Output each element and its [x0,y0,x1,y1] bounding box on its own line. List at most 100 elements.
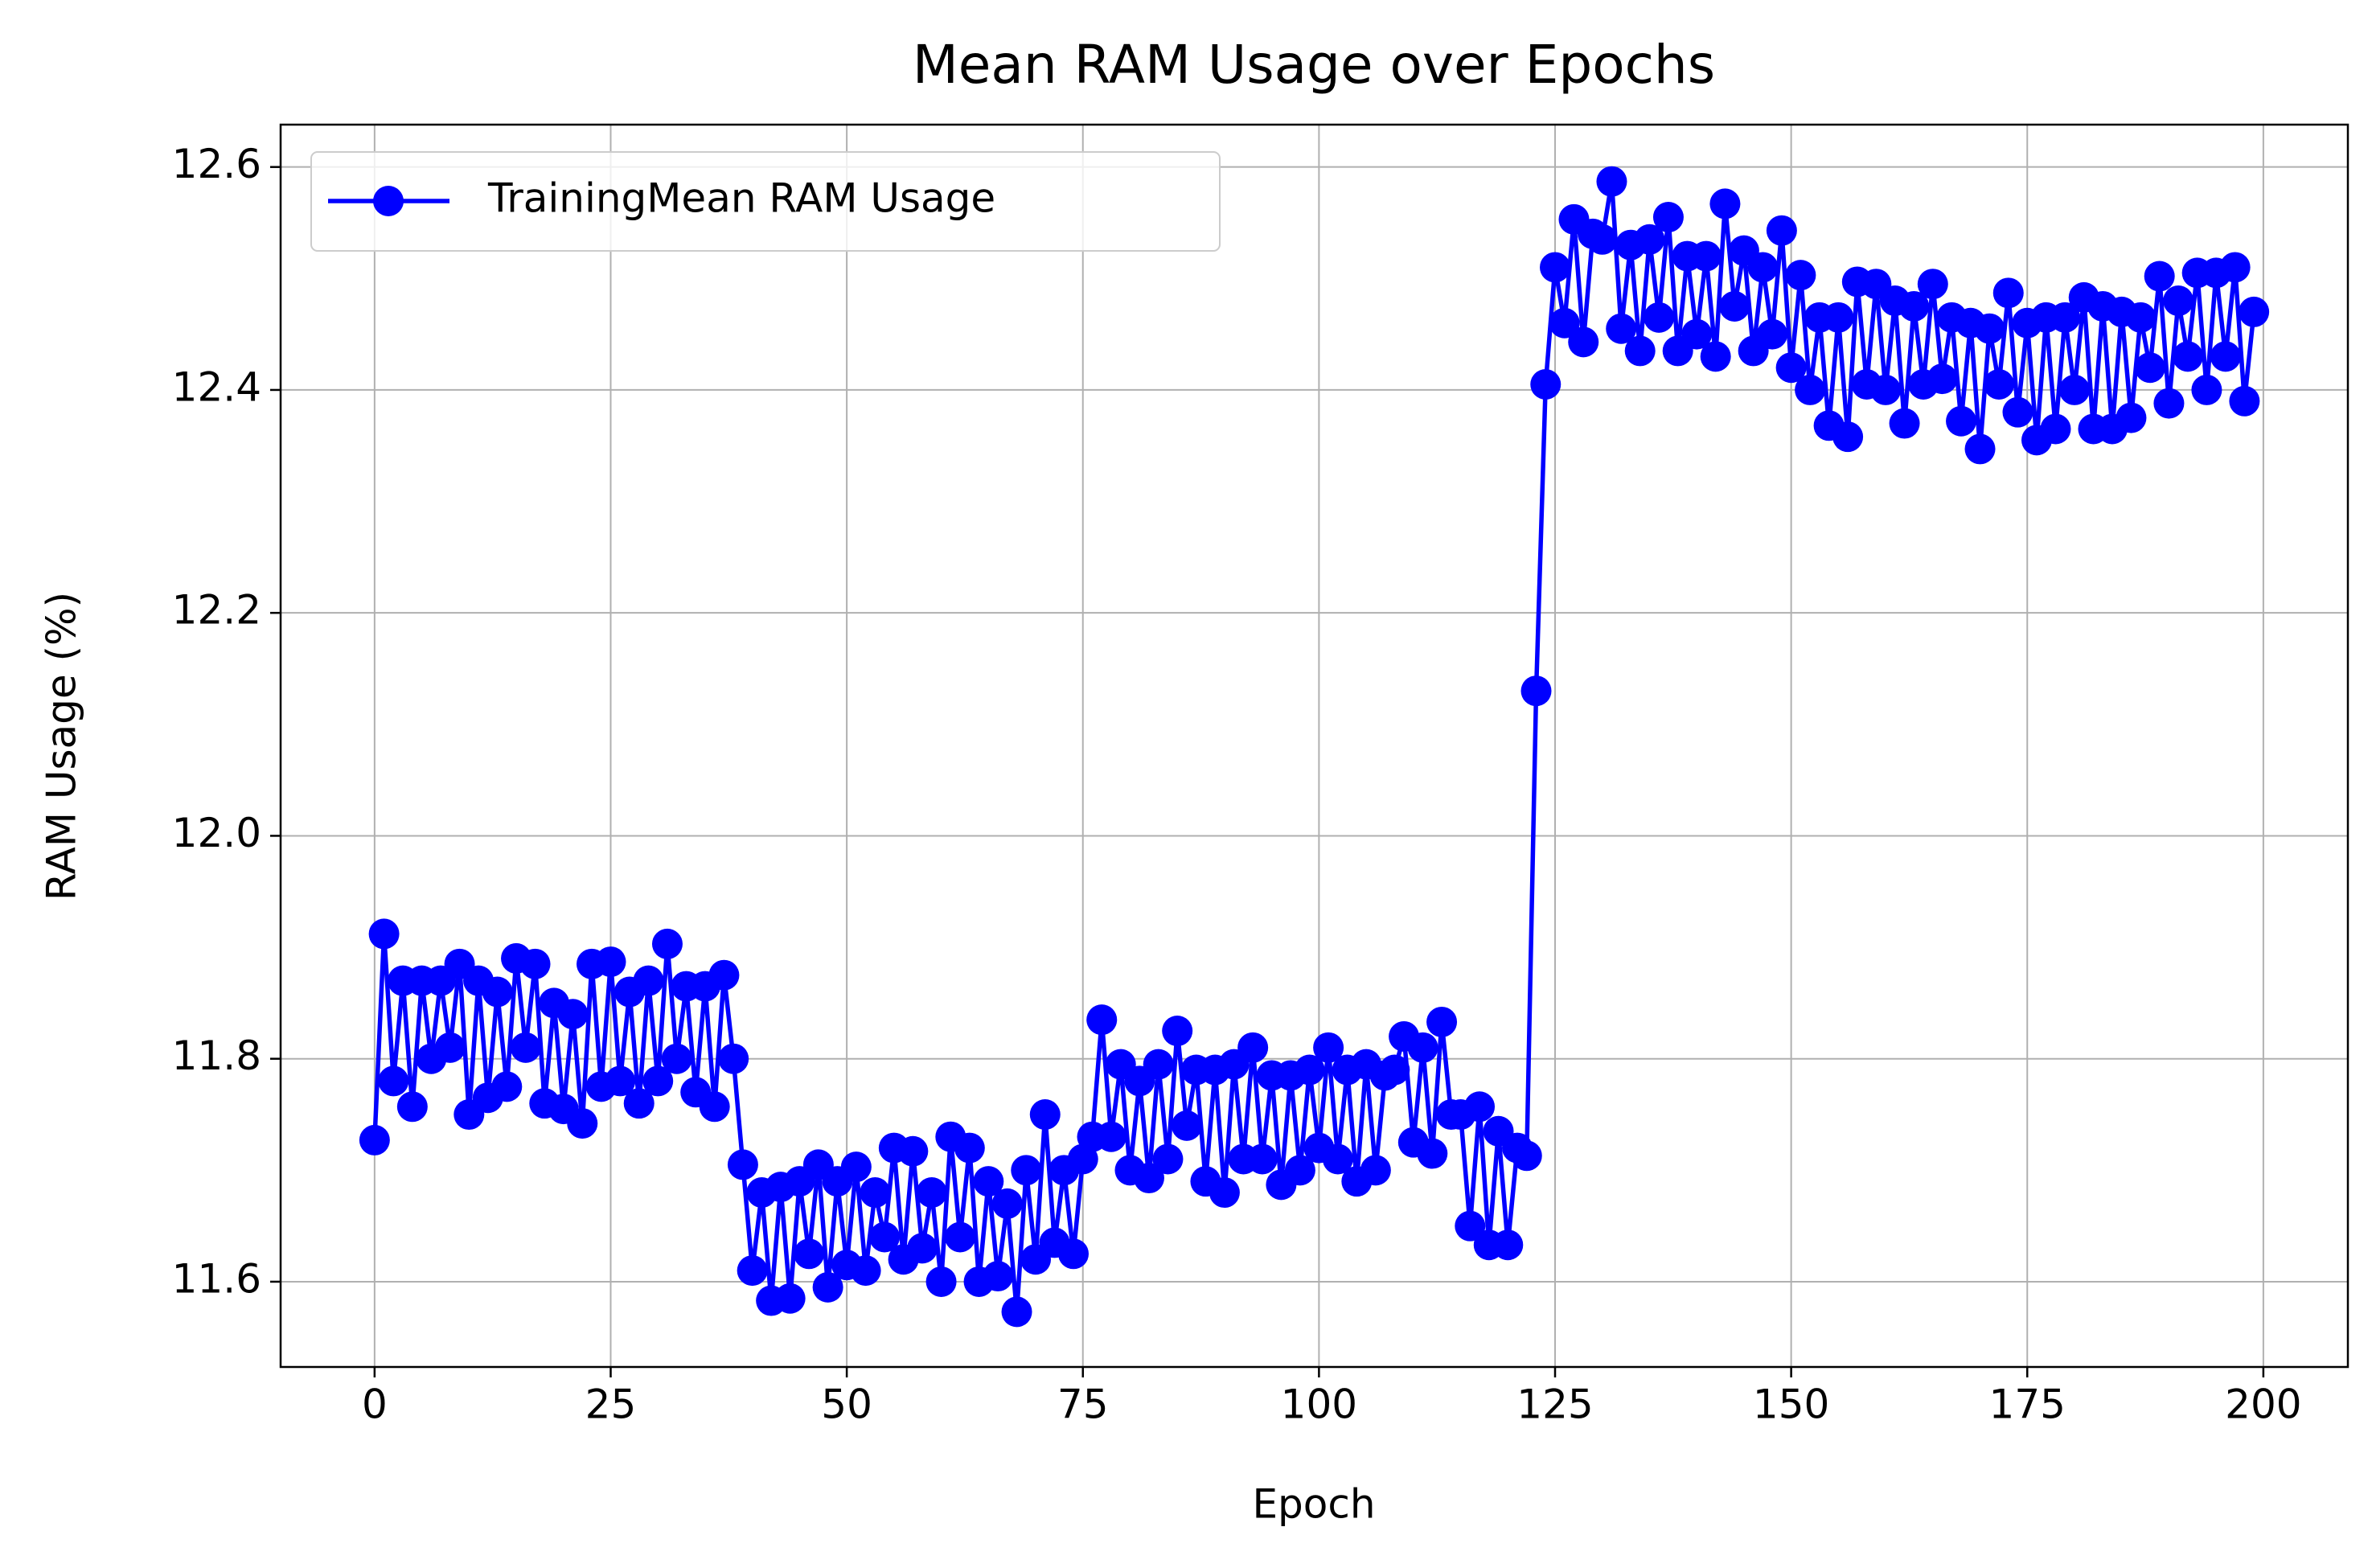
data-point [2125,302,2157,333]
data-point [1606,313,1637,344]
data-point [378,1065,409,1097]
data-point [860,1177,891,1209]
data-point [2153,388,2185,419]
data-point [2191,374,2222,405]
legend: TrainingMean RAM Usage [310,151,1221,252]
x-tick-label: 150 [1753,1381,1829,1428]
data-point [1719,290,1750,322]
data-point [2002,396,2033,428]
data-point [1246,1143,1278,1175]
data-point [1143,1049,1174,1080]
data-point [482,976,513,1008]
data-point [699,1091,730,1123]
data-point [1795,374,1826,405]
data-point [1511,1140,1542,1172]
data-point [368,918,400,950]
data-point [1313,1032,1344,1063]
x-tick-label: 200 [2225,1381,2301,1428]
data-point [1417,1138,1448,1169]
data-point [1747,252,1779,283]
data-point [1652,202,1684,233]
data-point [1095,1121,1126,1152]
data-point [633,965,664,996]
x-tick-label: 125 [1516,1381,1593,1428]
data-point [1596,166,1627,197]
data-point [916,1177,947,1209]
data-point [1152,1143,1184,1175]
data-point [2239,296,2270,327]
data-point [1766,215,1797,246]
data-point [1870,374,1902,405]
data-point [2229,385,2260,417]
data-point [1011,1155,1042,1186]
data-point [396,1091,428,1123]
y-tick-label: 12.6 [172,141,261,187]
data-point [954,1132,985,1164]
data-point [897,1135,929,1167]
data-point [651,928,683,959]
data-point [2172,341,2203,372]
data-point [1464,1091,1496,1123]
data-point [1492,1229,1524,1261]
x-tick-label: 175 [1989,1381,2066,1428]
data-point [1162,1016,1193,1047]
data-point [2134,352,2165,384]
data-point [519,948,551,979]
data-point [794,1238,825,1270]
x-tick-label: 25 [585,1381,637,1428]
legend-box [310,151,1221,252]
data-point [1586,224,1618,255]
data-point [727,1149,758,1180]
data-point [2058,374,2090,405]
data-point [774,1283,806,1314]
data-point [623,1088,655,1119]
data-point [1700,341,1731,372]
data-point [1634,224,1665,255]
data-point [973,1166,1004,1197]
data-point [661,1043,692,1074]
data-point [1360,1155,1391,1186]
legend-marker [373,186,404,216]
data-point [1974,313,2005,344]
plot-area [359,166,2270,1328]
data-point [1757,318,1788,350]
data-point [1709,188,1741,220]
data-point [2210,341,2241,372]
data-point [642,1065,674,1097]
data-point [1898,290,1930,322]
data-point [1426,1006,1458,1037]
data-point [1964,433,1996,465]
data-point [605,1065,636,1097]
data-line [372,179,2256,1315]
data-point [1927,363,1958,395]
x-tick-label: 50 [821,1381,872,1428]
data-point [2144,261,2175,292]
data-point [2116,402,2147,433]
x-tick-label: 100 [1281,1381,1357,1428]
data-point [1379,1054,1410,1086]
data-point [1001,1296,1032,1328]
data-point [925,1266,957,1297]
data-point [567,1108,598,1139]
data-point [1539,252,1570,283]
y-tick-label: 12.0 [172,810,261,856]
data-point [869,1221,901,1253]
data-point [812,1271,843,1303]
data-point [557,999,589,1030]
data-point [434,1032,466,1063]
data-point [1029,1099,1061,1131]
y-tick-label: 12.4 [172,363,261,410]
data-point [2050,302,2081,333]
data-point [991,1188,1023,1219]
y-tick-label: 12.2 [172,587,261,634]
data-point [945,1221,976,1253]
data-point [1322,1143,1353,1175]
data-point [1644,302,1675,333]
data-point [1058,1238,1090,1270]
data-point [595,946,626,978]
data-point [1823,302,1854,333]
data-point [510,1032,541,1063]
data-point [1549,307,1580,339]
